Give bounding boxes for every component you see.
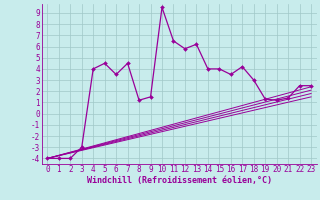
X-axis label: Windchill (Refroidissement éolien,°C): Windchill (Refroidissement éolien,°C)	[87, 176, 272, 185]
